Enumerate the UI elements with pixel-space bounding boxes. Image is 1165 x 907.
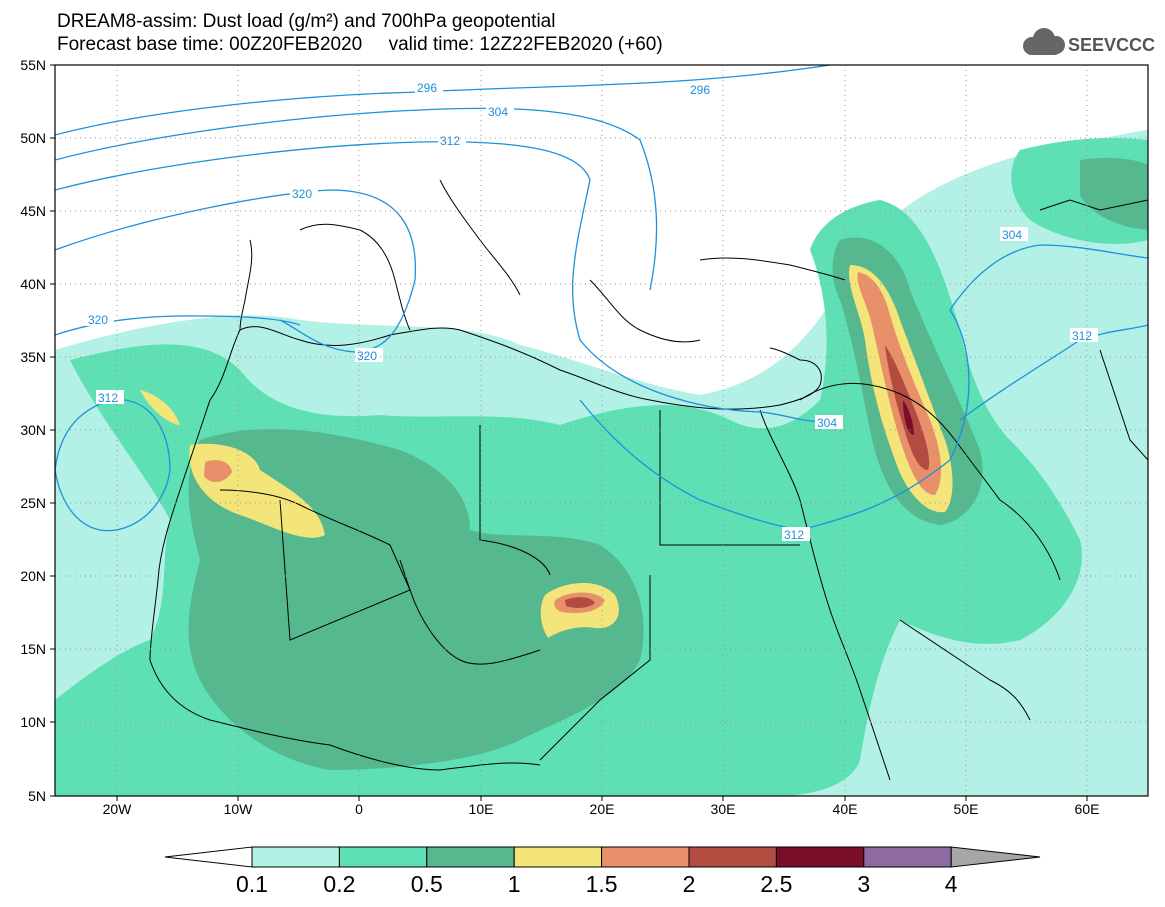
lon-label: 20W: [103, 801, 133, 817]
lat-label: 25N: [20, 495, 46, 511]
colorbar: 0.1 0.2 0.5 1 1.5 2 2.5 3 4: [164, 846, 1041, 897]
colorbar-label: 0.2: [323, 871, 355, 897]
lat-label: 30N: [20, 422, 46, 438]
seevccc-logo: SEEVCCC: [1023, 28, 1155, 55]
map-title: DREAM8-assim: Dust load (g/m²) and 700hP…: [57, 11, 556, 32]
contour-label: 320: [292, 187, 312, 201]
contour-label: 296: [417, 81, 437, 95]
lon-label: 50E: [954, 801, 979, 817]
colorbar-label: 4: [945, 871, 958, 897]
contour-label: 296: [690, 83, 710, 97]
colorbar-label: 1: [508, 871, 521, 897]
lat-label: 50N: [20, 130, 46, 146]
lon-label: 0: [355, 801, 363, 817]
colorbar-under-arrow: [164, 846, 253, 868]
map-subtitle: Forecast base time: 00Z20FEB2020 valid t…: [57, 34, 663, 55]
contour-label: 312: [784, 528, 804, 542]
colorbar-label: 0.5: [411, 871, 443, 897]
contour-label: 320: [357, 349, 377, 363]
colorbar-swatch: [513, 846, 603, 868]
colorbar-swatch: [688, 846, 777, 868]
latitude-labels: 55N 50N 45N 40N 35N 30N 25N 20N 15N 10N …: [20, 57, 46, 804]
colorbar-label: 2: [683, 871, 696, 897]
dust-layer-2.5: [903, 400, 914, 435]
colorbar-swatch: [251, 846, 340, 868]
colorbar-over-arrow: [950, 846, 1041, 868]
contour-label: 320: [88, 313, 108, 327]
lon-label: 10E: [469, 801, 494, 817]
colorbar-swatch: [863, 846, 952, 868]
colorbar-swatch: [338, 846, 428, 868]
colorbar-label: 2.5: [760, 871, 792, 897]
colorbar-swatch: [426, 846, 515, 868]
colorbar-swatch: [775, 846, 865, 868]
logo-text: SEEVCCC: [1068, 35, 1155, 55]
contour-label: 312: [98, 391, 118, 405]
lat-label: 15N: [20, 641, 46, 657]
grid-lines: [55, 65, 1148, 796]
lat-label: 45N: [20, 203, 46, 219]
colorbar-label: 3: [857, 871, 870, 897]
cloud-icon: [1023, 28, 1065, 55]
lat-label: 20N: [20, 568, 46, 584]
map-area: 296 296 304 304 304 312 312 312 312 320 …: [55, 65, 1148, 796]
lat-label: 55N: [20, 57, 46, 73]
lat-label: 10N: [20, 714, 46, 730]
contour-label: 304: [488, 105, 508, 119]
colorbar-swatch: [601, 846, 690, 868]
contour-label: 304: [817, 416, 837, 430]
contour-label: 312: [1072, 329, 1092, 343]
lat-label: 40N: [20, 276, 46, 292]
colorbar-label: 1.5: [586, 871, 618, 897]
contour-label: 304: [1002, 228, 1022, 242]
contour-label: 312: [440, 134, 460, 148]
lat-label: 5N: [28, 788, 46, 804]
axis-ticks: [50, 64, 1088, 801]
longitude-labels: 20W 10W 0 10E 20E 30E 40E 50E 60E: [103, 801, 1100, 817]
lon-label: 40E: [833, 801, 858, 817]
colorbar-label: 0.1: [236, 871, 268, 897]
lon-label: 10W: [224, 801, 254, 817]
lat-label: 35N: [20, 349, 46, 365]
coastlines: [149, 179, 1148, 781]
lon-label: 20E: [590, 801, 615, 817]
lon-label: 60E: [1075, 801, 1100, 817]
lon-label: 30E: [711, 801, 736, 817]
